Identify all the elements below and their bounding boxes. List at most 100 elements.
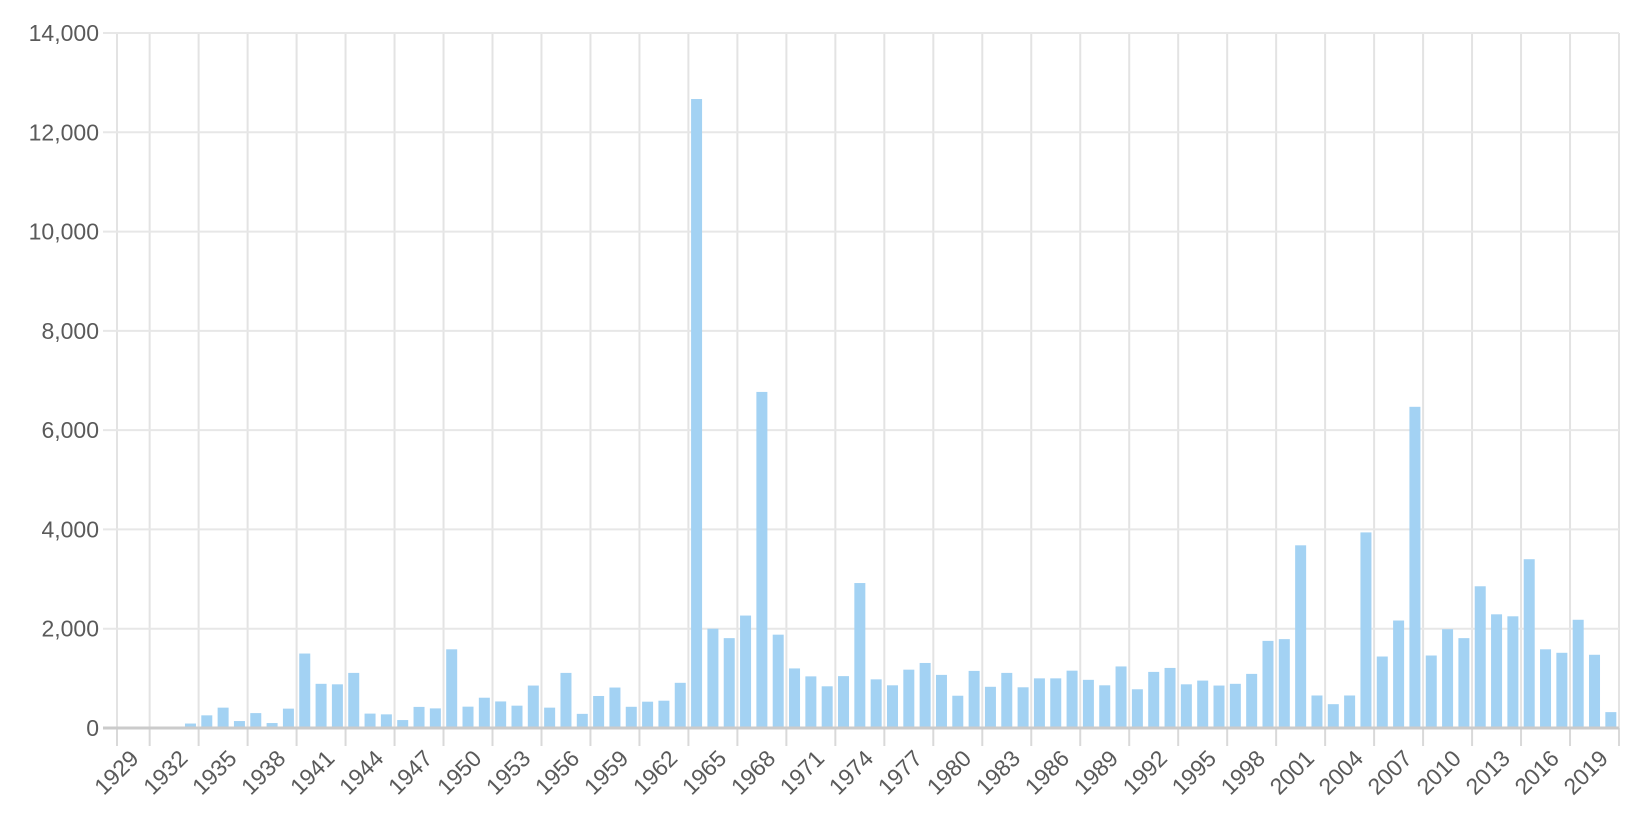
bar-1998[interactable] [1246,673,1258,728]
bar-1937[interactable] [250,713,262,728]
bar-1960[interactable] [625,706,637,728]
bar-1943[interactable] [348,672,360,728]
bar-1986[interactable] [1050,678,1062,728]
bar-2018[interactable] [1572,619,1584,728]
bar-2007[interactable] [1393,620,1405,728]
bar-2000[interactable] [1278,639,1290,728]
bar-1952[interactable] [495,701,507,728]
bar-2020[interactable] [1605,712,1617,728]
x-tick-label: 1953 [481,745,536,800]
bar-1972[interactable] [821,686,833,728]
bar-1996[interactable] [1213,685,1225,728]
bar-1973[interactable] [838,676,850,728]
bar-1958[interactable] [593,695,605,728]
bar-1976[interactable] [886,685,898,728]
bar-2006[interactable] [1376,656,1388,728]
bar-1938[interactable] [266,723,278,728]
bar-1946[interactable] [397,720,409,728]
bar-1935[interactable] [217,707,229,728]
bar-1982[interactable] [984,686,996,728]
bar-1974[interactable] [854,583,866,728]
bar-1966[interactable] [723,638,735,728]
bar-1964[interactable] [691,99,703,728]
bar-1955[interactable] [544,707,556,728]
bar-2001[interactable] [1295,545,1307,728]
bar-1989[interactable] [1099,685,1111,728]
x-tick-label: 1932 [138,745,193,800]
bar-1995[interactable] [1197,680,1209,728]
bar-2017[interactable] [1556,652,1568,728]
bar-2014[interactable] [1507,616,1519,728]
bar-1954[interactable] [527,685,539,728]
bar-1987[interactable] [1066,670,1078,728]
bar-1940[interactable] [299,653,311,728]
bar-1969[interactable] [772,634,784,728]
bar-1971[interactable] [805,676,817,728]
bar-1944[interactable] [364,713,376,728]
x-tick-label: 2013 [1460,745,1515,800]
bar-1933[interactable] [184,723,196,728]
bar-1965[interactable] [707,628,719,728]
bar-1962[interactable] [658,700,670,728]
bar-1947[interactable] [413,706,425,728]
bar-1945[interactable] [380,714,392,728]
bar-2002[interactable] [1311,695,1323,728]
y-tick-label: 14,000 [29,20,99,46]
x-tick-label: 1986 [1020,745,1075,800]
bar-1994[interactable] [1180,684,1192,728]
bar-1999[interactable] [1262,640,1274,728]
bar-2009[interactable] [1425,655,1437,728]
bar-1981[interactable] [968,670,980,728]
bar-2019[interactable] [1589,654,1601,728]
bar-1934[interactable] [201,715,213,728]
bar-1959[interactable] [609,687,621,728]
bar-2011[interactable] [1458,638,1470,728]
x-tick-label: 1977 [873,745,928,800]
bar-1991[interactable] [1131,689,1143,728]
x-tick-label: 1959 [579,745,634,800]
bar-1979[interactable] [935,674,947,728]
bar-1980[interactable] [952,695,964,728]
bar-1949[interactable] [446,649,458,728]
bar-1939[interactable] [282,708,294,728]
bar-1968[interactable] [756,391,768,728]
bar-1953[interactable] [511,705,523,728]
bar-1941[interactable] [315,683,327,728]
x-tick-label: 2004 [1313,745,1368,800]
bar-2016[interactable] [1540,649,1552,728]
bar-2004[interactable] [1344,695,1356,728]
bar-1936[interactable] [233,721,245,728]
bar-2003[interactable] [1327,704,1339,728]
bar-1956[interactable] [560,672,572,728]
bar-1950[interactable] [462,706,474,728]
bar-1997[interactable] [1229,683,1241,728]
bar-1990[interactable] [1115,666,1127,728]
bar-1963[interactable] [674,682,686,728]
bar-1961[interactable] [642,701,654,728]
bar-1967[interactable] [740,615,752,728]
bar-1988[interactable] [1082,679,1094,728]
bar-1993[interactable] [1164,667,1176,728]
bar-1970[interactable] [789,668,801,728]
bar-1985[interactable] [1033,678,1045,728]
bar-2012[interactable] [1474,586,1486,728]
x-tick-label: 1989 [1069,745,1124,800]
x-tick-label: 1998 [1216,745,1271,800]
bar-1957[interactable] [576,713,588,728]
bar-2015[interactable] [1523,559,1535,728]
bar-1948[interactable] [429,708,441,728]
bar-1984[interactable] [1017,687,1029,728]
bar-1983[interactable] [1001,672,1013,728]
bar-2005[interactable] [1360,532,1372,728]
bar-2013[interactable] [1491,614,1503,728]
bar-1992[interactable] [1148,671,1160,728]
bar-2008[interactable] [1409,406,1421,728]
bar-1978[interactable] [919,662,931,728]
bar-1975[interactable] [870,679,882,728]
bar-1977[interactable] [903,669,915,728]
bar-1942[interactable] [331,684,343,728]
bar-2010[interactable] [1442,629,1454,728]
bar-1951[interactable] [478,697,490,728]
